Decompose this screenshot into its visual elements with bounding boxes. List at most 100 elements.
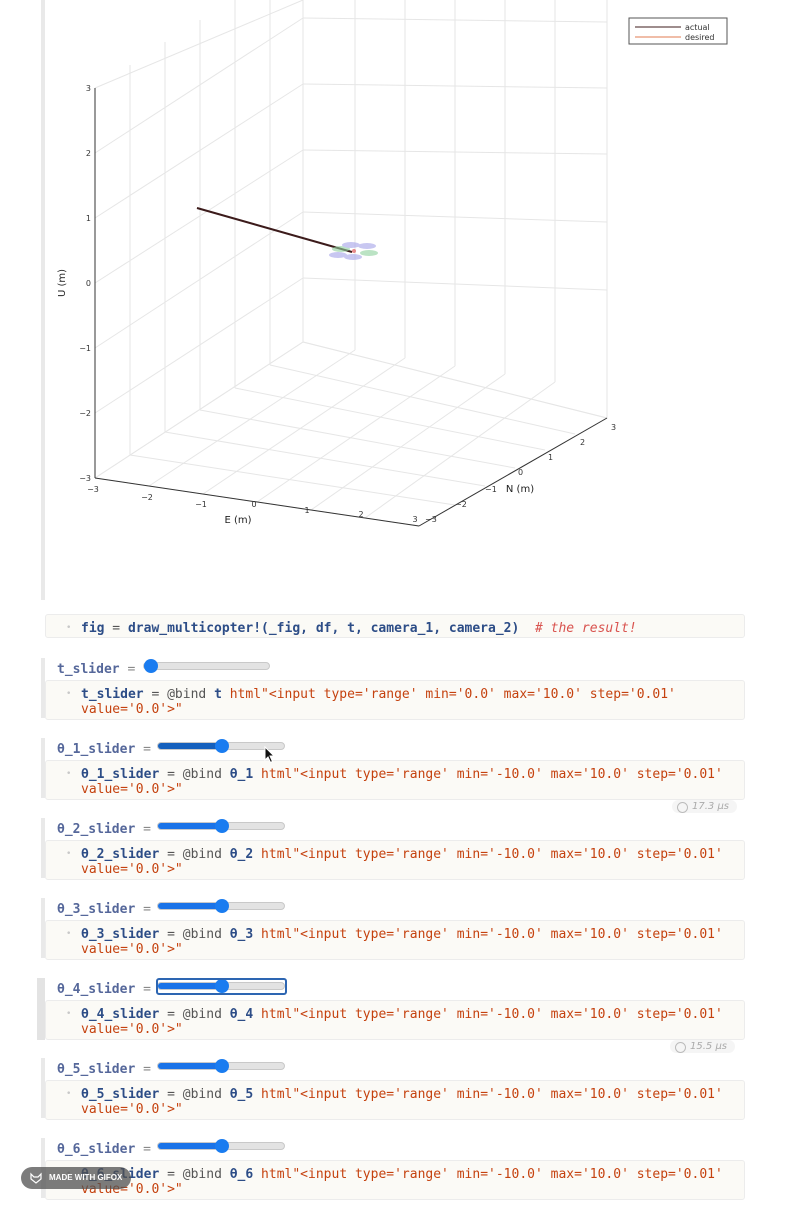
slider-output-label: θ_1_slider = [57, 742, 151, 757]
range-slider[interactable] [143, 659, 270, 673]
slider-code-cell[interactable]: • θ_4_slider = @bind θ_4 html"<input type… [45, 1000, 745, 1040]
z-tick-labels: 3 2 1 0 −1 −2 −3 [79, 84, 91, 483]
code-line: θ_2_slider = @bind θ_2 html"<input type=… [81, 847, 744, 877]
x-tick: 0 [251, 500, 256, 509]
html-string: html"<input type='range' min='-10.0' max… [261, 1087, 723, 1102]
slider-code-cell[interactable]: •θ_6_slider = @bind θ_6 html"<input type… [45, 1160, 745, 1200]
bind-var: θ_1 [229, 767, 254, 782]
code-line: θ_4_slider = @bind θ_4 html"<input type=… [81, 1007, 744, 1037]
trajectory-actual [196, 207, 353, 253]
html-string: html"<input type='range' min='-10.0' max… [261, 1007, 723, 1022]
slider-code-cell[interactable]: • θ_1_slider = @bind θ_1 html"<input type… [45, 760, 745, 800]
timing-text: 15.5 μs [690, 1041, 728, 1052]
bind-macro: @bind [182, 1167, 222, 1182]
y-tick: −3 [425, 515, 437, 524]
html-string-cont: value='0.0'>" [81, 942, 183, 957]
x-tick: −1 [195, 500, 207, 509]
legend-desired: desired [685, 33, 715, 42]
timing-text: 17.3 μs [692, 801, 730, 812]
fig-args: (_fig, df, t, camera_1, camera_2) [261, 621, 520, 636]
code-line: θ_3_slider = @bind θ_3 html"<input type=… [81, 927, 744, 957]
z-axis-label: U (m) [57, 269, 68, 297]
code-var: t_slider [81, 687, 144, 702]
slider-code-cell[interactable]: • θ_2_slider = @bind θ_2 html"<input type… [45, 840, 745, 880]
range-slider[interactable] [157, 1139, 285, 1153]
code-assign: = [159, 1087, 183, 1102]
html-string-cont: value='0.0'>" [81, 782, 183, 797]
z-tick: 0 [86, 279, 91, 288]
mouse-cursor-icon [264, 746, 276, 764]
slider-output-label: θ_5_slider = [57, 1062, 151, 1077]
z-tick: 3 [86, 84, 91, 93]
slider-fill [158, 903, 222, 909]
y-tick-labels: −3 −2 −1 0 1 2 3 [425, 423, 616, 524]
x-tick-labels: −3 −2 −1 0 1 2 3 [87, 485, 417, 524]
cell-bullet: • [66, 1089, 72, 1099]
bind-macro: @bind [182, 767, 222, 782]
slider-output-label: t_slider = [57, 662, 135, 677]
timing-badge: 17.3 μs [672, 800, 738, 813]
slider-thumb[interactable] [215, 739, 229, 753]
fig-code-cell[interactable]: • fig = draw_multicopter!(_fig, df, t, c… [45, 614, 745, 638]
output-assign: = [135, 822, 151, 837]
slider-thumb[interactable] [215, 899, 229, 913]
slider-output-label: θ_6_slider = [57, 1142, 151, 1157]
slider-thumb[interactable] [215, 1139, 229, 1153]
cell-gutter [37, 978, 45, 1040]
bind-var: θ_2 [229, 847, 254, 862]
slider-thumb[interactable] [215, 1059, 229, 1073]
plot-grid [94, 0, 608, 527]
output-assign: = [119, 662, 136, 677]
range-slider[interactable] [157, 739, 285, 753]
code-var: θ_1_slider [81, 767, 160, 782]
slider-code-cell[interactable]: • t_slider = @bind t html"<input type='ra… [45, 680, 745, 720]
slider-name: θ_6_slider [57, 1142, 136, 1157]
slider-name: θ_3_slider [57, 902, 136, 917]
plot-axes [94, 88, 608, 527]
slider-output-label: θ_4_slider = [57, 982, 151, 997]
cell-bullet: • [66, 849, 72, 859]
cell-gutter [41, 658, 45, 718]
x-tick: 3 [412, 515, 417, 524]
slider-name: t_slider [57, 662, 120, 677]
slider-thumb[interactable] [215, 979, 229, 993]
play-icon [677, 802, 688, 813]
bind-var: θ_3 [229, 927, 254, 942]
slider-code-cell[interactable]: • θ_3_slider = @bind θ_3 html"<input type… [45, 920, 745, 960]
fig-call: draw_multicopter! [127, 621, 262, 636]
plot-canvas: 3 2 1 0 −1 −2 −3 −3 −2 −1 0 1 2 3 −3 −2 … [57, 0, 728, 527]
range-slider[interactable] [157, 1059, 285, 1073]
html-string: html"<input type='range' min='0.0' max='… [229, 687, 676, 702]
fig-var: fig [81, 621, 105, 636]
play-icon [675, 1042, 686, 1053]
y-tick: 0 [518, 468, 523, 477]
output-assign: = [135, 1062, 151, 1077]
slider-name: θ_4_slider [57, 982, 136, 997]
output-assign: = [135, 742, 151, 757]
range-slider[interactable] [157, 899, 285, 913]
html-string: html"<input type='range' min='-10.0' max… [261, 927, 723, 942]
code-assign: = [159, 1167, 183, 1182]
x-tick: −2 [141, 493, 153, 502]
range-slider[interactable] [157, 819, 285, 833]
slider-output-label: θ_2_slider = [57, 822, 151, 837]
bind-macro: @bind [182, 1087, 222, 1102]
slider-name: θ_5_slider [57, 1062, 136, 1077]
html-string: html"<input type='range' min='-10.0' max… [261, 767, 723, 782]
badge-text: MADE WITH GIFOX [49, 1173, 123, 1182]
cell-gutter [41, 738, 45, 798]
slider-thumb[interactable] [144, 659, 158, 673]
slider-thumb[interactable] [215, 819, 229, 833]
code-assign: = [159, 927, 183, 942]
multicopter-3d-plot: 3 2 1 0 −1 −2 −3 −3 −2 −1 0 1 2 3 −3 −2 … [45, 0, 745, 600]
html-string-cont: value='0.0'>" [81, 1022, 183, 1037]
bind-macro: @bind [182, 927, 222, 942]
x-axis-label: E (m) [224, 515, 251, 526]
output-assign: = [135, 982, 151, 997]
code-line: θ_5_slider = @bind θ_5 html"<input type=… [81, 1087, 744, 1117]
slider-code-cell[interactable]: • θ_5_slider = @bind θ_5 html"<input type… [45, 1080, 745, 1120]
z-tick: −2 [79, 409, 91, 418]
code-line: t_slider = @bind t html"<input type='ran… [81, 687, 744, 717]
html-string-cont: value='0.0'>" [81, 862, 183, 877]
z-tick: −1 [79, 344, 91, 353]
